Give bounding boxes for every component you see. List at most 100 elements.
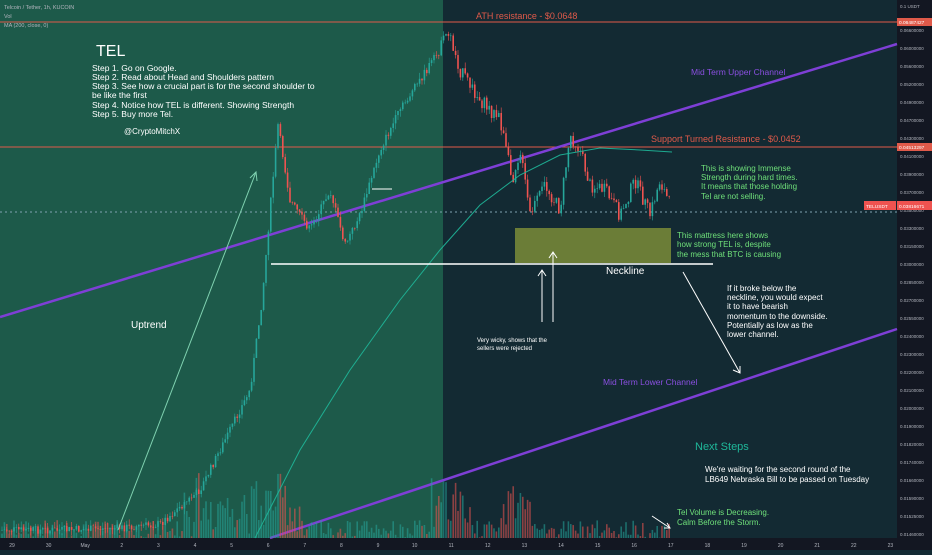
volume-bar: [553, 529, 555, 538]
volume-bar: [424, 525, 426, 538]
candle-body: [308, 225, 310, 228]
volume-bar: [155, 534, 157, 538]
candle-body: [457, 55, 459, 69]
volume-bar: [181, 531, 183, 538]
volume-bar: [287, 525, 289, 538]
price-axis-tick: 0.04300000: [900, 136, 924, 141]
candle-body: [503, 130, 505, 133]
price-axis-tick: 0.01660000: [900, 478, 924, 483]
price-axis-tick: 0.01900000: [900, 424, 924, 429]
time-axis-tick: 22: [851, 543, 857, 549]
candle-body: [128, 525, 130, 526]
volume-bar: [577, 534, 579, 538]
break-line: If it broke below the: [727, 284, 797, 293]
price-axis-tick: 0.04100000: [900, 154, 924, 159]
volume-bar: [534, 524, 536, 538]
candle-body: [438, 55, 440, 56]
candle-body: [227, 433, 229, 440]
candle-body: [347, 241, 349, 242]
volume-bar: [83, 524, 85, 538]
volume-bar: [90, 537, 92, 538]
time-axis-tick: 23: [888, 543, 894, 549]
price-axis-tick: 0.02000000: [900, 406, 924, 411]
candle-body: [644, 199, 646, 204]
price-axis-tick: 0.06000000: [900, 46, 924, 51]
volume-bar: [205, 501, 207, 538]
candle-body: [589, 180, 591, 181]
candle-body: [236, 417, 238, 418]
candle-body: [186, 502, 188, 503]
volume-bar: [193, 522, 195, 538]
volume-bar: [623, 532, 625, 538]
volume-bar: [42, 536, 44, 538]
volume-bar: [414, 521, 416, 538]
volume-bar: [128, 531, 130, 538]
volume-bar: [160, 535, 162, 538]
candle-body: [481, 101, 483, 109]
volume-bar: [498, 528, 500, 538]
volume-bar: [546, 534, 548, 538]
volume-bar: [342, 536, 344, 538]
candle-body: [541, 187, 543, 191]
candle-body: [145, 522, 147, 524]
candle-body: [40, 530, 42, 534]
volume-bar: [347, 521, 349, 538]
price-axis[interactable]: 0.066000000.060000000.056000000.05200000…: [900, 28, 924, 537]
candle-body: [388, 135, 390, 136]
candle-body: [181, 507, 183, 508]
candle-body: [92, 526, 94, 527]
candle-body: [472, 85, 474, 88]
volume-bar: [304, 535, 306, 538]
price-axis-tick: 0.02850000: [900, 280, 924, 285]
price-axis-tick: 0.02400000: [900, 334, 924, 339]
volume-bar: [217, 504, 219, 538]
volume-bar: [556, 537, 558, 538]
volume-bar: [664, 525, 666, 538]
volume-bar: [227, 498, 229, 538]
candle-body: [337, 208, 339, 217]
volume-bar: [332, 535, 334, 538]
candle-body: [587, 172, 589, 181]
time-axis-tick: 29: [9, 543, 15, 549]
volume-bar: [570, 524, 572, 538]
volume-bar: [460, 492, 462, 538]
candle-body: [390, 128, 392, 136]
volume-bar: [601, 533, 603, 538]
volume-bar: [661, 526, 663, 538]
candle-body: [6, 530, 8, 531]
candle-body: [395, 115, 397, 123]
candle-body: [292, 202, 294, 203]
author-handle: @CryptoMitchX: [124, 127, 181, 136]
volume-bar: [143, 537, 145, 538]
volume-bar: [508, 491, 510, 538]
candle-body: [563, 178, 565, 205]
candle-body: [88, 529, 90, 531]
candle-body: [164, 518, 166, 525]
volume-bar: [224, 508, 226, 538]
candle-body: [133, 529, 135, 530]
volume-bar: [632, 521, 634, 538]
candle-body: [479, 97, 481, 100]
volume-bar: [275, 507, 277, 538]
candle-body: [44, 528, 46, 529]
candle-body: [527, 180, 529, 198]
time-axis-tick: 18: [705, 543, 711, 549]
break-line: momentum to the downside.: [727, 312, 828, 321]
volume-bar: [236, 520, 238, 538]
wicky-line: sellers were rejected: [477, 346, 532, 352]
neckline-label: Neckline: [606, 266, 645, 277]
candle-body: [385, 135, 387, 146]
candle-body: [412, 90, 414, 96]
volume-bar: [210, 502, 212, 538]
candle-body: [246, 397, 248, 400]
candle-body: [604, 184, 606, 192]
volume-bar: [200, 521, 202, 538]
candle-body: [256, 339, 258, 358]
candle-body: [37, 526, 39, 533]
volume-bar: [491, 525, 493, 538]
volume-bar: [637, 535, 639, 538]
candle-body: [95, 526, 97, 528]
volume-bar: [18, 533, 20, 538]
